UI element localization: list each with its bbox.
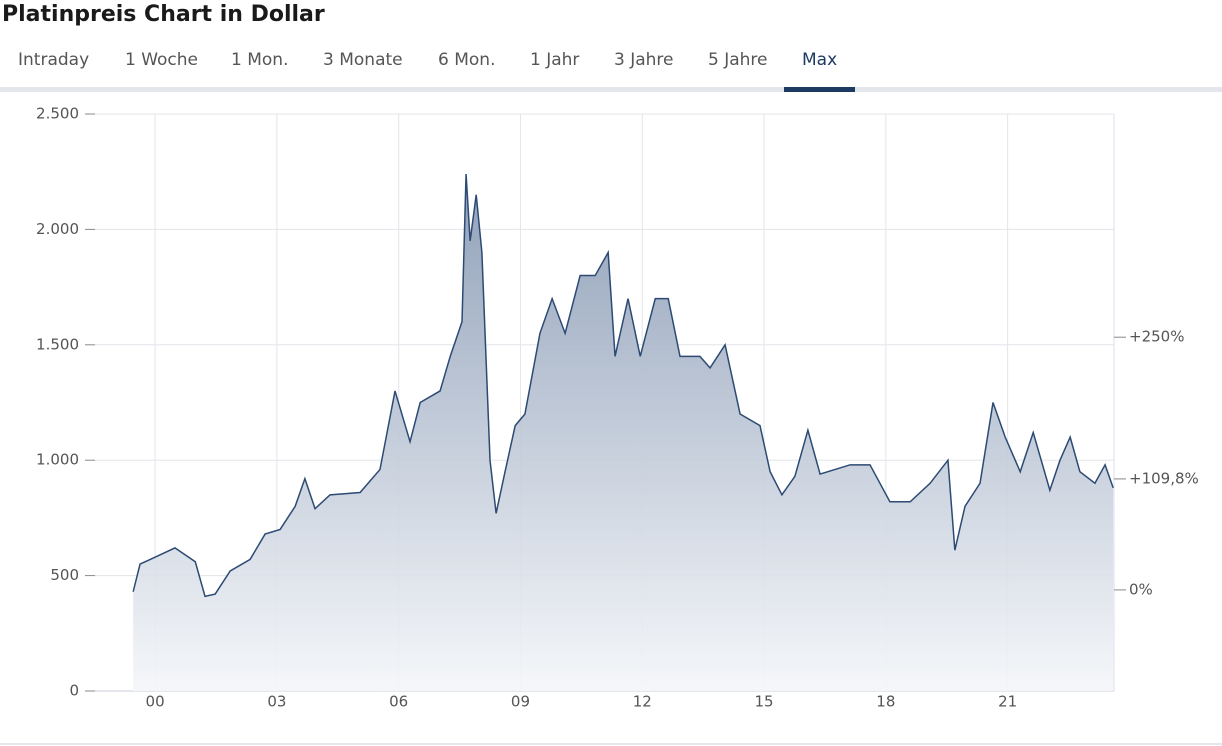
x-tick-label: 15 xyxy=(755,693,774,711)
tab[interactable]: 5 Jahre xyxy=(708,50,768,70)
tab[interactable]: Max xyxy=(802,50,838,70)
y-tick-label: 2.000 xyxy=(36,220,79,238)
y2-tick-label: +250% xyxy=(1129,328,1184,346)
tab[interactable]: 3 Jahre xyxy=(614,50,674,70)
y-tick-label: 1.500 xyxy=(36,335,79,353)
y2-tick-label: +109,8% xyxy=(1129,469,1199,487)
tab[interactable]: 1 Mon. xyxy=(231,50,289,70)
area-fill xyxy=(133,174,1114,691)
tab[interactable]: 1 Jahr xyxy=(530,50,580,70)
tab[interactable]: 1 Woche xyxy=(125,50,199,70)
tab[interactable]: 6 Mon. xyxy=(438,50,496,70)
tab[interactable]: Intraday xyxy=(18,50,90,70)
x-tick-label: 00 xyxy=(146,693,165,711)
x-tick-label: 09 xyxy=(511,693,530,711)
price-line xyxy=(132,173,1114,598)
x-tick-label: 12 xyxy=(633,693,652,711)
y-tick-label: 0 xyxy=(69,682,79,700)
y2-tick-label: 0% xyxy=(1129,580,1153,598)
x-tick-label: 21 xyxy=(998,693,1017,711)
x-tick-label: 18 xyxy=(876,693,895,711)
x-tick-label: 03 xyxy=(267,693,286,711)
divider xyxy=(0,743,1222,745)
y-tick-label: 1.000 xyxy=(36,451,79,469)
y-tick-label: 2.500 xyxy=(36,105,79,123)
y-tick-label: 500 xyxy=(50,566,79,584)
page-title: Platinpreis Chart in Dollar xyxy=(2,2,325,27)
x-tick-label: 06 xyxy=(389,693,408,711)
tab[interactable]: 3 Monate xyxy=(323,50,403,70)
tab-bar: Intraday 1 Woche 1 Mon. 3 Monate 6 Mon. … xyxy=(0,40,1222,92)
active-tab-indicator xyxy=(784,87,855,92)
